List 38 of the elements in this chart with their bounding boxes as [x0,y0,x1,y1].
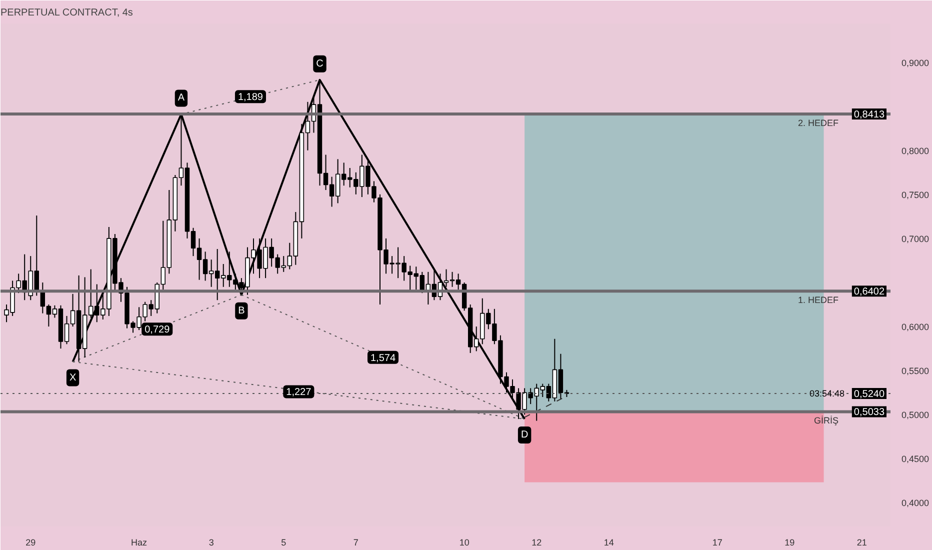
ref-line-label: 2. HEDEF [798,118,839,128]
x-tick-label: 7 [353,538,358,548]
x-tick-label: Haz [131,538,148,548]
annotation: X [69,372,76,384]
annotation: D [520,430,528,441]
annotation: 0,5033 [854,407,885,418]
y-tick-label: 0,7000 [902,234,930,244]
x-tick-label: 17 [712,538,722,548]
annotation: 0,5240 [854,388,885,400]
x-tick-label: 5 [281,538,286,548]
annotation: 1,574 [370,352,396,364]
x-tick-label: 14 [604,538,614,548]
y-tick-label: 0,9000 [902,58,930,68]
chart-title: PERPETUAL CONTRACT, 4s [0,8,133,18]
annotation: 0,8413 [854,109,885,120]
x-tick-label: 19 [784,538,795,548]
y-tick-label: 0,4000 [902,498,930,508]
y-tick-label: 0,8000 [902,146,930,156]
x-tick-label: 3 [208,538,214,548]
annotation: B [238,305,246,316]
y-tick-label: 0,4500 [902,454,930,464]
y-tick-label: 0,5500 [902,366,930,376]
y-tick-label: 0,6000 [902,322,930,332]
y-tick-label: 0,7500 [902,190,930,200]
ref-line-label: GİRİŞ [814,416,839,426]
x-tick-label: 21 [856,538,867,548]
ref-line-label: 1. HEDEF [798,295,839,306]
x-tick-label: 12 [532,538,542,548]
annotation: 1,227 [286,387,312,398]
x-tick-label: 29 [26,538,36,548]
annotation: C [316,58,324,70]
annotation: A [178,92,185,104]
annotation: 1,189 [238,92,264,104]
annotation: 03:54:48 [809,388,845,398]
annotation: 0,729 [144,324,170,336]
x-tick-label: 10 [459,538,470,548]
y-tick-label: 0,5000 [902,410,930,420]
annotation: 0,6402 [854,286,885,298]
